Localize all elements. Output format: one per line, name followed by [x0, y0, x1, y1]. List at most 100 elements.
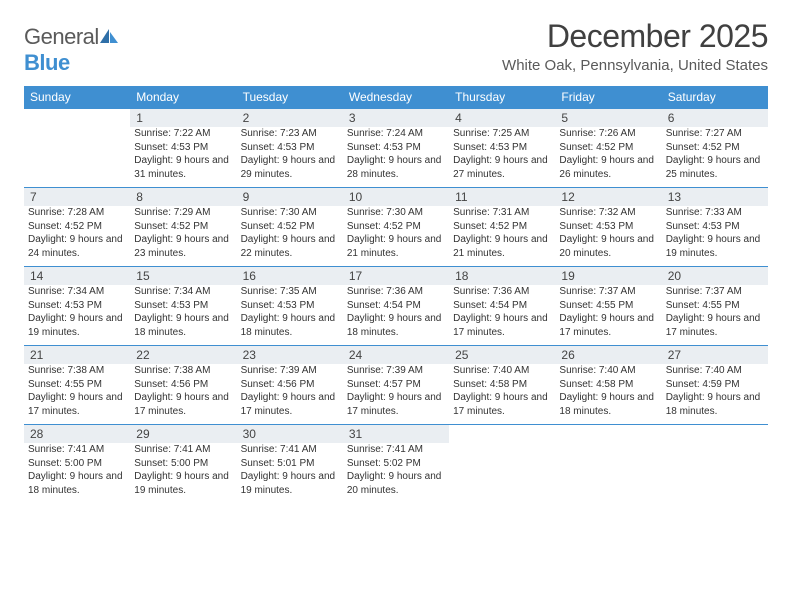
sunrise-text: Sunrise: 7:40 AM [666, 364, 764, 378]
daylight-text: Daylight: 9 hours and 19 minutes. [28, 312, 126, 339]
day-of-week-row: SundayMondayTuesdayWednesdayThursdayFrid… [24, 86, 768, 109]
day-number-cell: 27 [662, 346, 768, 365]
sunrise-text: Sunrise: 7:27 AM [666, 127, 764, 141]
day-number-cell [449, 425, 555, 444]
sunset-text: Sunset: 4:58 PM [559, 378, 657, 392]
day-number-cell: 19 [555, 267, 661, 286]
sunrise-text: Sunrise: 7:38 AM [134, 364, 232, 378]
dow-header: Wednesday [343, 86, 449, 109]
day-number-cell: 2 [237, 109, 343, 128]
daylight-text: Daylight: 9 hours and 18 minutes. [559, 391, 657, 418]
day-number-cell [555, 425, 661, 444]
day-detail-cell: Sunrise: 7:40 AMSunset: 4:58 PMDaylight:… [449, 364, 555, 425]
day-detail-cell [24, 127, 130, 188]
daylight-text: Daylight: 9 hours and 27 minutes. [453, 154, 551, 181]
daylight-text: Daylight: 9 hours and 20 minutes. [559, 233, 657, 260]
daylight-text: Daylight: 9 hours and 21 minutes. [453, 233, 551, 260]
day-detail-row: Sunrise: 7:28 AMSunset: 4:52 PMDaylight:… [24, 206, 768, 267]
day-detail-cell: Sunrise: 7:23 AMSunset: 4:53 PMDaylight:… [237, 127, 343, 188]
day-number-cell: 20 [662, 267, 768, 286]
daylight-text: Daylight: 9 hours and 26 minutes. [559, 154, 657, 181]
day-detail-cell: Sunrise: 7:22 AMSunset: 4:53 PMDaylight:… [130, 127, 236, 188]
day-detail-cell: Sunrise: 7:30 AMSunset: 4:52 PMDaylight:… [237, 206, 343, 267]
sunrise-text: Sunrise: 7:23 AM [241, 127, 339, 141]
sunrise-text: Sunrise: 7:36 AM [347, 285, 445, 299]
day-number-cell: 5 [555, 109, 661, 128]
sunrise-text: Sunrise: 7:40 AM [453, 364, 551, 378]
sunset-text: Sunset: 4:54 PM [453, 299, 551, 313]
brand-part2: Blue [24, 50, 70, 75]
day-detail-cell: Sunrise: 7:36 AMSunset: 4:54 PMDaylight:… [449, 285, 555, 346]
day-number-cell: 8 [130, 188, 236, 207]
day-number-cell: 30 [237, 425, 343, 444]
sunset-text: Sunset: 5:02 PM [347, 457, 445, 471]
sunrise-text: Sunrise: 7:34 AM [134, 285, 232, 299]
sunset-text: Sunset: 4:58 PM [453, 378, 551, 392]
day-detail-cell: Sunrise: 7:32 AMSunset: 4:53 PMDaylight:… [555, 206, 661, 267]
daylight-text: Daylight: 9 hours and 24 minutes. [28, 233, 126, 260]
day-detail-cell: Sunrise: 7:41 AMSunset: 5:02 PMDaylight:… [343, 443, 449, 503]
day-number-cell: 22 [130, 346, 236, 365]
sunset-text: Sunset: 4:55 PM [559, 299, 657, 313]
dow-header: Saturday [662, 86, 768, 109]
day-detail-cell: Sunrise: 7:38 AMSunset: 4:55 PMDaylight:… [24, 364, 130, 425]
day-detail-cell: Sunrise: 7:37 AMSunset: 4:55 PMDaylight:… [555, 285, 661, 346]
daylight-text: Daylight: 9 hours and 25 minutes. [666, 154, 764, 181]
page-title: December 2025 [502, 18, 768, 55]
sunrise-text: Sunrise: 7:41 AM [241, 443, 339, 457]
sunset-text: Sunset: 4:53 PM [559, 220, 657, 234]
day-detail-cell: Sunrise: 7:40 AMSunset: 4:59 PMDaylight:… [662, 364, 768, 425]
sunrise-text: Sunrise: 7:26 AM [559, 127, 657, 141]
day-number-cell: 28 [24, 425, 130, 444]
day-number-cell: 16 [237, 267, 343, 286]
daylight-text: Daylight: 9 hours and 17 minutes. [559, 312, 657, 339]
daylight-text: Daylight: 9 hours and 22 minutes. [241, 233, 339, 260]
day-number-cell: 18 [449, 267, 555, 286]
header: GeneralBlue December 2025 White Oak, Pen… [24, 18, 768, 76]
title-block: December 2025 White Oak, Pennsylvania, U… [502, 18, 768, 74]
day-detail-cell: Sunrise: 7:39 AMSunset: 4:57 PMDaylight:… [343, 364, 449, 425]
daylight-text: Daylight: 9 hours and 19 minutes. [134, 470, 232, 497]
day-number-cell: 17 [343, 267, 449, 286]
daylight-text: Daylight: 9 hours and 17 minutes. [453, 312, 551, 339]
day-number-row: 14151617181920 [24, 267, 768, 286]
daylight-text: Daylight: 9 hours and 18 minutes. [666, 391, 764, 418]
day-detail-cell: Sunrise: 7:25 AMSunset: 4:53 PMDaylight:… [449, 127, 555, 188]
day-detail-row: Sunrise: 7:34 AMSunset: 4:53 PMDaylight:… [24, 285, 768, 346]
day-number-cell: 26 [555, 346, 661, 365]
sunrise-text: Sunrise: 7:39 AM [347, 364, 445, 378]
dow-header: Friday [555, 86, 661, 109]
day-number-cell: 23 [237, 346, 343, 365]
day-detail-cell: Sunrise: 7:39 AMSunset: 4:56 PMDaylight:… [237, 364, 343, 425]
sunrise-text: Sunrise: 7:41 AM [134, 443, 232, 457]
sunrise-text: Sunrise: 7:39 AM [241, 364, 339, 378]
sunset-text: Sunset: 4:53 PM [666, 220, 764, 234]
sunrise-text: Sunrise: 7:34 AM [28, 285, 126, 299]
day-detail-cell: Sunrise: 7:37 AMSunset: 4:55 PMDaylight:… [662, 285, 768, 346]
sunrise-text: Sunrise: 7:32 AM [559, 206, 657, 220]
sunrise-text: Sunrise: 7:28 AM [28, 206, 126, 220]
sail-icon [99, 28, 119, 44]
day-number-cell: 4 [449, 109, 555, 128]
sunset-text: Sunset: 4:53 PM [134, 141, 232, 155]
daylight-text: Daylight: 9 hours and 17 minutes. [28, 391, 126, 418]
day-detail-cell: Sunrise: 7:35 AMSunset: 4:53 PMDaylight:… [237, 285, 343, 346]
daylight-text: Daylight: 9 hours and 29 minutes. [241, 154, 339, 181]
sunrise-text: Sunrise: 7:24 AM [347, 127, 445, 141]
daylight-text: Daylight: 9 hours and 21 minutes. [347, 233, 445, 260]
sunrise-text: Sunrise: 7:35 AM [241, 285, 339, 299]
day-number-cell: 31 [343, 425, 449, 444]
sunset-text: Sunset: 4:53 PM [347, 141, 445, 155]
day-number-cell: 29 [130, 425, 236, 444]
daylight-text: Daylight: 9 hours and 19 minutes. [666, 233, 764, 260]
day-number-cell: 14 [24, 267, 130, 286]
sunset-text: Sunset: 4:53 PM [241, 141, 339, 155]
sunrise-text: Sunrise: 7:29 AM [134, 206, 232, 220]
day-detail-cell: Sunrise: 7:36 AMSunset: 4:54 PMDaylight:… [343, 285, 449, 346]
day-number-cell: 9 [237, 188, 343, 207]
sunrise-text: Sunrise: 7:41 AM [347, 443, 445, 457]
sunset-text: Sunset: 4:52 PM [453, 220, 551, 234]
daylight-text: Daylight: 9 hours and 18 minutes. [28, 470, 126, 497]
daylight-text: Daylight: 9 hours and 23 minutes. [134, 233, 232, 260]
sunset-text: Sunset: 4:57 PM [347, 378, 445, 392]
